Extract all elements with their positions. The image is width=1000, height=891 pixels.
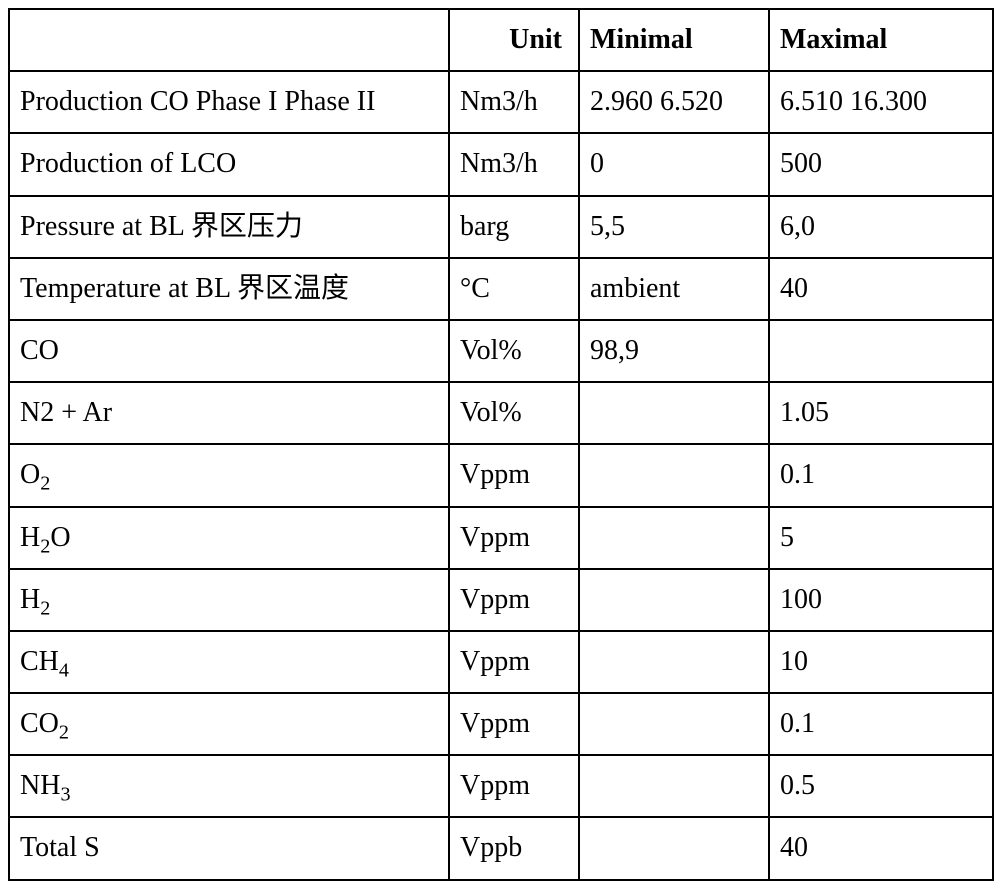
cell-maximal: 0.1: [769, 693, 993, 755]
cell-unit: Vppm: [449, 444, 579, 506]
cell-parameter: H2: [9, 569, 449, 631]
cell-minimal: [579, 569, 769, 631]
cell-maximal: 5: [769, 507, 993, 569]
header-maximal: Maximal: [769, 9, 993, 71]
cell-unit: Nm3/h: [449, 133, 579, 195]
cell-parameter: N2 + Ar: [9, 382, 449, 444]
cell-parameter: Total S: [9, 817, 449, 879]
cell-unit: Vol%: [449, 382, 579, 444]
cell-minimal: [579, 507, 769, 569]
cell-maximal: 40: [769, 817, 993, 879]
cell-parameter: CH4: [9, 631, 449, 693]
cell-parameter: H2O: [9, 507, 449, 569]
cell-parameter: Production of LCO: [9, 133, 449, 195]
cell-maximal: 0.1: [769, 444, 993, 506]
cell-parameter: CO2: [9, 693, 449, 755]
cell-unit: Vppm: [449, 631, 579, 693]
table-row: Temperature at BL 界区温度°Cambient40: [9, 258, 993, 320]
cell-parameter: O2: [9, 444, 449, 506]
cell-unit: °C: [449, 258, 579, 320]
cell-unit: Vppm: [449, 693, 579, 755]
cell-maximal: 40: [769, 258, 993, 320]
cell-maximal: 6,0: [769, 196, 993, 258]
cell-parameter: CO: [9, 320, 449, 382]
table-header-row: Unit Minimal Maximal: [9, 9, 993, 71]
cell-unit: Vppm: [449, 507, 579, 569]
table-row: H2OVppm 5: [9, 507, 993, 569]
cell-minimal: [579, 631, 769, 693]
cell-minimal: [579, 693, 769, 755]
cell-maximal: 0.5: [769, 755, 993, 817]
cell-maximal: [769, 320, 993, 382]
cell-unit: Vol%: [449, 320, 579, 382]
table-row: CH4Vppm 10: [9, 631, 993, 693]
cell-minimal: 98,9: [579, 320, 769, 382]
cell-parameter: Pressure at BL 界区压力: [9, 196, 449, 258]
cell-minimal: 5,5: [579, 196, 769, 258]
cell-maximal: 10: [769, 631, 993, 693]
table-row: N2 + ArVol% 1.05: [9, 382, 993, 444]
cell-unit: Vppm: [449, 569, 579, 631]
cell-maximal: 500: [769, 133, 993, 195]
spec-table: Unit Minimal Maximal Production CO Phase…: [8, 8, 994, 881]
header-minimal: Minimal: [579, 9, 769, 71]
cell-parameter: Temperature at BL 界区温度: [9, 258, 449, 320]
header-blank: [9, 9, 449, 71]
cell-maximal: 6.510 16.300: [769, 71, 993, 133]
cell-minimal: [579, 444, 769, 506]
table-row: Pressure at BL 界区压力barg5,56,0: [9, 196, 993, 258]
cell-unit: Nm3/h: [449, 71, 579, 133]
table-row: Production of LCONm3/h0500: [9, 133, 993, 195]
cell-minimal: ambient: [579, 258, 769, 320]
header-unit: Unit: [449, 9, 579, 71]
cell-unit: Vppm: [449, 755, 579, 817]
cell-unit: Vppb: [449, 817, 579, 879]
table-row: NH3Vppm 0.5: [9, 755, 993, 817]
table-row: Production CO Phase I Phase IINm3/h2.960…: [9, 71, 993, 133]
cell-parameter: NH3: [9, 755, 449, 817]
table-row: COVol%98,9: [9, 320, 993, 382]
table-body: Production CO Phase I Phase IINm3/h2.960…: [9, 71, 993, 879]
cell-unit: barg: [449, 196, 579, 258]
table-row: O2Vppm 0.1: [9, 444, 993, 506]
table-row: Total SVppb 40: [9, 817, 993, 879]
table-row: H2Vppm 100: [9, 569, 993, 631]
cell-maximal: 100: [769, 569, 993, 631]
table-row: CO2Vppm 0.1: [9, 693, 993, 755]
cell-minimal: 0: [579, 133, 769, 195]
cell-maximal: 1.05: [769, 382, 993, 444]
cell-minimal: [579, 382, 769, 444]
cell-minimal: [579, 817, 769, 879]
cell-parameter: Production CO Phase I Phase II: [9, 71, 449, 133]
cell-minimal: 2.960 6.520: [579, 71, 769, 133]
cell-minimal: [579, 755, 769, 817]
